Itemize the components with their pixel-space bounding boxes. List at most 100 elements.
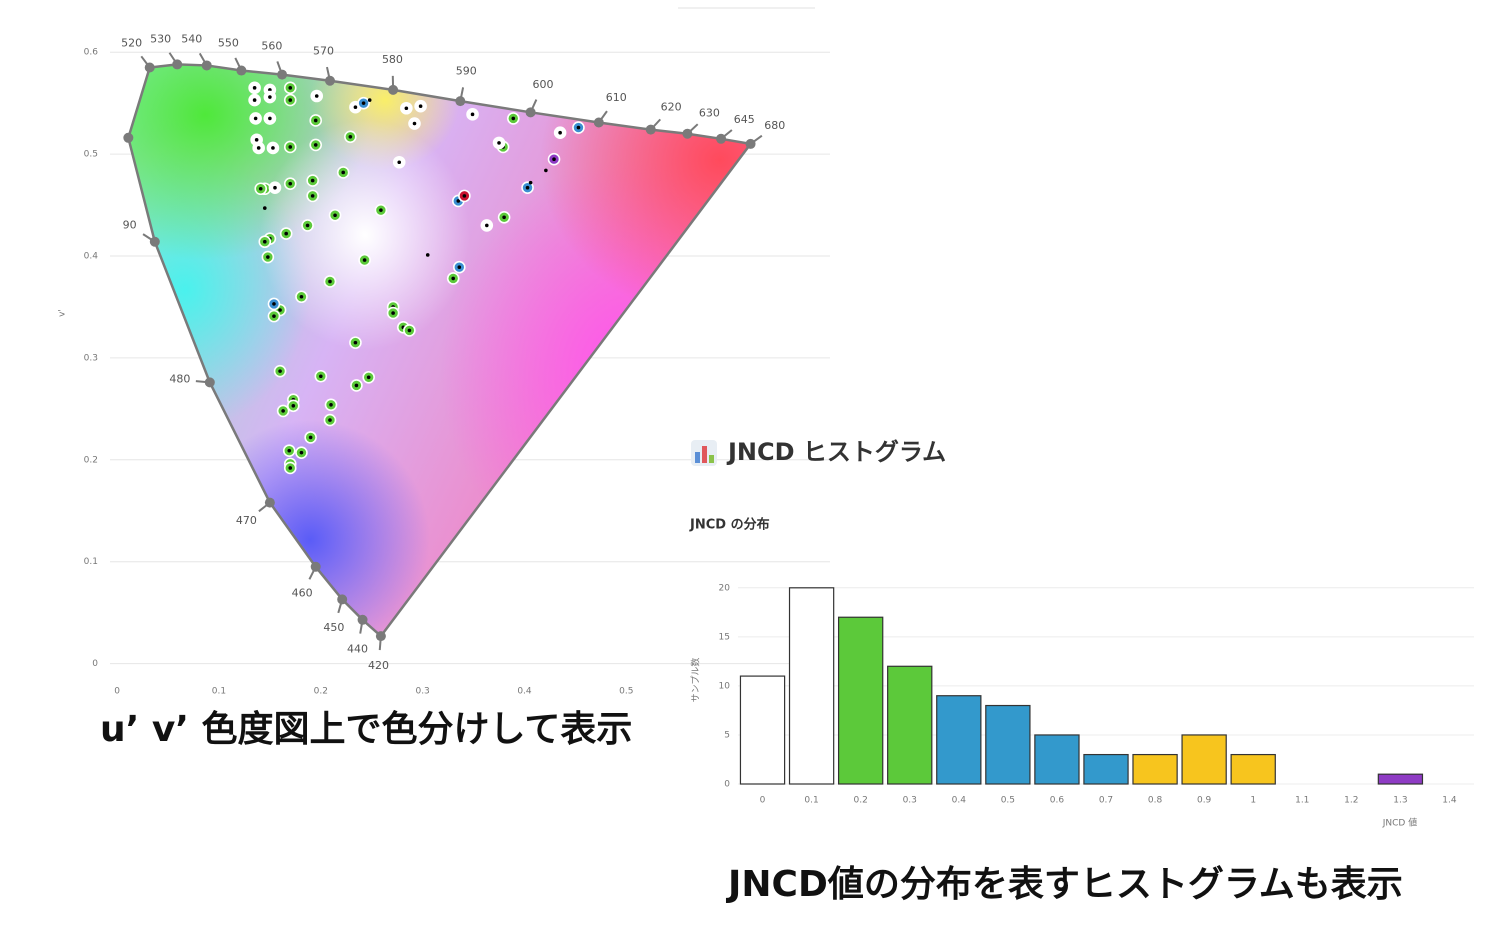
- x-tick-label: 0.5: [619, 687, 633, 697]
- bar: [1181, 734, 1227, 785]
- bar: [1377, 773, 1424, 785]
- locus-point: [375, 631, 386, 642]
- sample-point-center: [268, 95, 272, 99]
- bar: [1034, 734, 1080, 785]
- sample-point-center: [397, 160, 402, 165]
- x-tick-label: 1.2: [1344, 796, 1358, 806]
- sample-point-center: [314, 94, 319, 98]
- sample-point-center: [525, 185, 530, 190]
- sample-point-center: [305, 223, 310, 228]
- section-title: JNCD ヒストグラム: [726, 438, 946, 466]
- sample-point-center: [272, 302, 276, 306]
- y-tick-label: 15: [719, 632, 730, 642]
- sample-point-center: [253, 116, 258, 121]
- x-tick-label: 0.2: [314, 687, 328, 697]
- y-tick-label: 0.3: [84, 353, 98, 363]
- sample-point-center: [291, 404, 296, 408]
- sample-point-center: [299, 450, 304, 455]
- reference-point: [262, 206, 267, 210]
- sample-point-center: [404, 106, 409, 111]
- x-tick-label: 0: [760, 796, 766, 806]
- sample-point-center: [310, 194, 315, 198]
- wavelength-label: 600: [532, 78, 553, 91]
- wavelength-label: 630: [699, 106, 720, 119]
- wavelength-label: 540: [181, 32, 202, 45]
- sample-point-center: [281, 409, 285, 413]
- sample-point-center: [284, 231, 288, 236]
- x-tick-label: 1.3: [1393, 796, 1407, 806]
- reference-point: [544, 168, 548, 173]
- sample-point-center: [418, 104, 423, 108]
- sample-point-center: [328, 418, 332, 422]
- bar: [739, 675, 786, 785]
- bar: [1083, 753, 1129, 785]
- sample-point-center: [412, 121, 417, 126]
- y-tick-label: 0.5: [84, 150, 98, 160]
- sample-point-center: [266, 255, 270, 259]
- x-tick-label: 0: [114, 687, 120, 697]
- wavelength-label: 90: [123, 218, 137, 231]
- locus-point: [172, 59, 183, 70]
- wavelength-label: 645: [734, 113, 755, 126]
- sample-point-center: [288, 86, 293, 90]
- sample-point-center: [451, 276, 455, 281]
- y-tick-label: 0.1: [84, 557, 98, 567]
- sample-point-center: [299, 294, 304, 299]
- sample-point-center: [354, 383, 359, 388]
- wavelength-label: 530: [150, 32, 171, 45]
- sample-point-center: [313, 118, 318, 123]
- sample-point-center: [287, 448, 292, 453]
- sample-point-center: [288, 98, 293, 102]
- sample-point-center: [278, 308, 282, 312]
- sample-point-center: [288, 181, 293, 186]
- sample-point-center: [552, 157, 556, 161]
- x-tick-label: 0.9: [1197, 796, 1212, 806]
- y-tick-label: 0: [724, 780, 730, 790]
- locus-point: [745, 138, 756, 149]
- wavelength-label: 480: [169, 373, 190, 386]
- y-tick-label: 0: [92, 659, 98, 669]
- y-tick-label: 10: [719, 681, 731, 691]
- reference-point: [367, 98, 372, 102]
- sample-point-center: [271, 146, 275, 150]
- wavelength-label: 580: [382, 53, 403, 66]
- sample-point-center: [379, 208, 383, 212]
- caption: u’ v’ 色度図上で色分けして表示: [100, 709, 632, 750]
- bar: [1132, 753, 1178, 785]
- locus-point: [337, 594, 348, 605]
- x-tick-label: 1.1: [1295, 796, 1309, 806]
- wavelength-label: 450: [323, 621, 344, 634]
- sample-point-center: [502, 215, 506, 220]
- sample-point-center: [470, 112, 475, 117]
- locus-point: [357, 614, 368, 625]
- sample-point-center: [361, 101, 366, 105]
- locus-point: [277, 69, 288, 80]
- wavelength-label: 440: [347, 642, 368, 655]
- caption: JNCD値の分布を表すヒストグラムも表示: [725, 864, 1403, 905]
- y-tick-label: 0.2: [84, 455, 98, 465]
- wavelength-label: 550: [218, 37, 239, 50]
- x-tick-label: 0.4: [517, 687, 532, 697]
- sample-point-center: [288, 466, 293, 470]
- sample-point-center: [258, 186, 263, 191]
- x-tick-label: 0.1: [804, 796, 818, 806]
- x-tick-label: 1: [1250, 796, 1256, 806]
- y-tick-label: 20: [719, 583, 731, 593]
- reference-point: [425, 253, 430, 257]
- wavelength-label: 560: [261, 39, 282, 52]
- bar: [837, 616, 884, 785]
- x-tick-label: 0.5: [1001, 796, 1015, 806]
- bar: [985, 704, 1031, 785]
- sample-point-center: [329, 402, 333, 407]
- sample-point-center: [348, 134, 353, 139]
- sample-point-center: [391, 311, 395, 315]
- locus-point: [204, 377, 215, 388]
- x-tick-label: 0.3: [903, 796, 917, 806]
- wavelength-label: 570: [313, 44, 334, 57]
- wavelength-label: 680: [764, 119, 785, 132]
- sample-point-center: [485, 223, 489, 228]
- bar: [788, 587, 835, 785]
- histogram: 0 5 10 15 20 0 0.1 0.2 0.3 0.4 0.5 0.6 0.7 0.8 0.9 1 1.1…: [719, 583, 1474, 806]
- sample-point-center: [273, 185, 277, 190]
- y-axis-label: サンプル数: [690, 658, 702, 703]
